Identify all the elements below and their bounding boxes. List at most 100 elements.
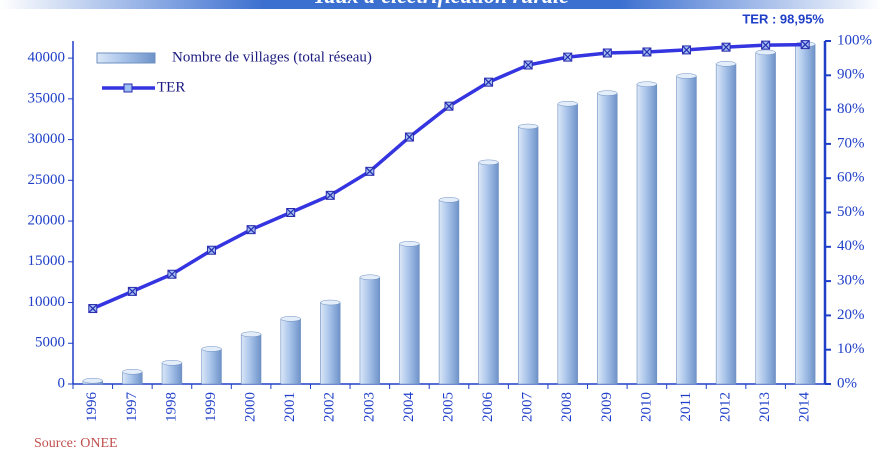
y2-tick-label: 100% (837, 32, 872, 48)
bar-cap (359, 274, 380, 281)
bar (399, 243, 420, 385)
marker-x (721, 42, 731, 52)
x-tick-label: 2011 (678, 392, 694, 421)
y2-tick-label: 40% (837, 238, 865, 254)
y-tick-label: 0 (58, 375, 66, 391)
y-tick-label: 35000 (28, 90, 66, 106)
bar-cap (201, 346, 222, 352)
x-tick-label: 2009 (599, 392, 615, 422)
y-tick-label: 40000 (28, 50, 66, 66)
bar-cap (438, 197, 460, 203)
marker-x (602, 48, 612, 58)
legend-label: Nombre de villages (total réseau) (172, 49, 372, 65)
y2-tick-label: 10% (837, 341, 865, 357)
y2-tick-label: 0% (837, 375, 857, 391)
bar-cap (240, 331, 262, 338)
x-tick-label: 2010 (638, 392, 654, 422)
y-tick-label: 15000 (28, 253, 66, 269)
y2-tick-label: 50% (837, 204, 865, 220)
y-tick-label: 30000 (28, 131, 66, 147)
legend-marker (123, 83, 133, 93)
marker-x (246, 225, 256, 235)
x-tick-label: 1999 (203, 392, 219, 422)
marker-x (365, 166, 375, 176)
x-tick-label: 2007 (520, 392, 536, 423)
x-tick-label: 2014 (797, 392, 813, 423)
bar-cap (478, 159, 499, 166)
bar-cap (280, 316, 301, 322)
bar-cap (518, 123, 539, 130)
x-tick-label: 1997 (124, 392, 140, 423)
bar (161, 362, 183, 385)
x-tick-label: 2000 (243, 392, 259, 422)
marker-x (761, 40, 771, 50)
bar-cap (122, 369, 143, 375)
y2-tick-label: 60% (837, 170, 865, 186)
y-tick-label: 5000 (35, 335, 65, 351)
bar-cap (715, 61, 737, 67)
y2-tick-label: 30% (837, 273, 865, 289)
x-tick-label: 1996 (84, 392, 100, 423)
marker-x (325, 190, 335, 200)
bar-cap (320, 299, 341, 306)
bar (359, 276, 381, 385)
marker-x (167, 269, 177, 279)
x-tick-label: 2003 (361, 392, 377, 422)
y2-tick-label: 90% (837, 67, 865, 83)
bar (597, 92, 618, 385)
marker-x (642, 47, 652, 57)
chart-title: Taux d'électrification rurale (313, 0, 569, 8)
bar (438, 199, 460, 385)
y-tick-label: 20000 (28, 212, 66, 228)
y2-tick-label: 20% (837, 307, 865, 323)
annotation: TER : 98,95% (742, 11, 824, 26)
y-tick-label: 10000 (28, 294, 66, 310)
marker-x (404, 132, 414, 142)
bar-cap (597, 90, 618, 96)
x-tick-label: 1998 (163, 392, 179, 422)
bar (795, 43, 816, 385)
y2-tick-label: 80% (837, 101, 865, 117)
bar-cap (676, 73, 697, 79)
x-tick-label: 2004 (401, 392, 417, 423)
marker-x (88, 304, 98, 313)
bar (478, 162, 499, 385)
marker-x (563, 52, 573, 62)
bar-cap (399, 241, 420, 247)
bar (280, 318, 301, 385)
x-tick-label: 2008 (559, 392, 575, 422)
bar-cap (755, 49, 776, 56)
bar (201, 348, 222, 385)
bar (517, 126, 539, 385)
title-band (0, 0, 882, 9)
marker-x (484, 77, 494, 87)
bar (557, 103, 578, 385)
bar (320, 302, 341, 385)
bar (636, 83, 658, 385)
y2-tick-label: 70% (837, 135, 865, 151)
marker-x (682, 45, 691, 55)
bar-cap (82, 377, 103, 384)
x-tick-label: 2005 (440, 392, 456, 422)
bar (755, 52, 776, 385)
bar-cap (636, 81, 658, 87)
x-tick-label: 2013 (757, 392, 773, 422)
marker-x (127, 286, 137, 296)
marker-x (207, 245, 216, 255)
source: Source: ONEE (34, 436, 118, 451)
marker-x (523, 60, 533, 70)
x-tick-label: 2002 (322, 392, 338, 422)
bar-cap (557, 100, 578, 107)
x-tick-label: 2006 (480, 392, 496, 423)
x-tick-label: 2001 (282, 392, 298, 422)
legend-label: TER (157, 79, 185, 95)
marker-x (286, 208, 296, 217)
bar (240, 334, 262, 385)
legend-swatch (96, 52, 156, 64)
y-tick-label: 25000 (28, 172, 66, 188)
marker-x (800, 40, 810, 50)
x-tick-label: 2012 (717, 392, 733, 422)
bar (676, 75, 697, 385)
bar (715, 63, 737, 385)
